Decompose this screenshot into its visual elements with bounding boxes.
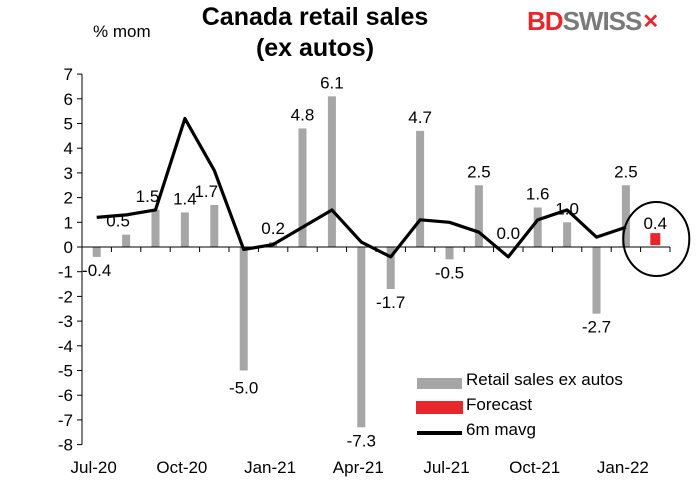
data-label: -1.7 [376,293,405,312]
y-tick-label: 4 [64,139,73,158]
y-tick-label: 0 [64,238,73,257]
x-axis: Jul-20 Oct-20 Jan-21 Apr-21 Jul-21 Oct-21 Jan-… [71,246,671,477]
data-label: -0.4 [82,261,111,280]
y-tick-label: -6 [58,386,73,405]
legend-label-mavg: 6m mavg [466,420,536,439]
data-label: 4.7 [408,108,432,127]
data-label: 0.5 [106,212,130,231]
bar-series [92,96,661,428]
chart-title-line-1: Canada retail sales [201,3,429,31]
data-label: 1.0 [555,199,579,218]
moving-average-line [96,116,627,259]
bar [592,247,601,314]
brand-logo: BDSWISS✕ [527,6,659,37]
bar [122,234,131,247]
legend-swatch-forecast [416,401,463,414]
data-label: 2.5 [467,162,491,181]
data-label: -5.0 [229,379,258,398]
y-tick-label: -2 [58,287,73,306]
data-label: 1.7 [194,182,218,201]
y-tick-label: -8 [58,436,73,455]
data-label: 0.4 [643,214,667,233]
y-tick-label: 7 [64,65,73,84]
legend-label-retail-sales: Retail sales ex autos [466,370,623,389]
forecast-circle [622,201,691,277]
y-tick-label: 2 [64,189,73,208]
bar [621,185,630,247]
legend-swatch-line [417,431,462,435]
brand-logo-bd: BD [527,6,564,36]
data-label: 0.2 [261,219,285,238]
y-tick-label: 3 [64,164,73,183]
data-label: 0.0 [496,224,520,243]
bar [474,185,483,247]
data-label: 4.8 [291,105,315,124]
forecast-annotation [622,201,691,277]
bar [92,247,101,257]
bar [445,247,454,260]
bar [239,247,248,371]
data-label: -0.5 [435,263,464,282]
bar [533,207,542,247]
bar [327,96,336,247]
y-tick-label: -1 [58,263,73,282]
y-tick-label: -7 [58,411,73,430]
bar [416,130,425,247]
legend-label-forecast: Forecast [466,395,533,414]
data-label: 1.5 [136,187,160,206]
data-labels: -0.4 0.5 1.5 1.41.7 -5.0 0.2 4.8 6.1 -7.3 -1.7 4.7… [82,73,667,450]
data-label: -2.7 [582,318,611,337]
data-label: 6.1 [320,73,344,92]
x-tick-label: Oct-20 [156,458,207,477]
data-label: 1.6 [526,184,550,203]
x-tick-label: Apr-21 [333,458,384,477]
bar [298,128,307,247]
chart-title: Canada retail sales (ex autos) [165,2,465,64]
x-tick-label: Jan-21 [244,458,296,477]
bar [563,222,572,247]
forecast-bar [650,233,661,246]
y-axis-ticks: -8 -7 -6 -5 -4 -3 -2 -1 0 1 2 3 4 5 6 7 [58,65,83,455]
y-tick-label: -3 [58,312,73,331]
x-tick-label: Jan-22 [597,458,649,477]
legend-swatch-bar [417,378,462,389]
data-label: 1.4 [173,189,197,208]
data-label: 2.5 [614,162,638,181]
chart-title-line-2: (ex autos) [255,34,375,62]
y-tick-label: -4 [58,337,73,356]
x-tick-label: Oct-21 [509,458,560,477]
bar [386,247,395,289]
brand-cross-icon: ✕ [642,11,659,33]
y-tick-label: 6 [64,90,73,109]
y-tick-label: 1 [64,213,73,232]
data-label: -7.3 [347,431,376,450]
y-tick-label: -5 [58,362,73,381]
bar [210,205,219,247]
bar [180,212,189,247]
mavg-line [96,116,627,259]
bar [151,209,160,247]
x-tick-label: Jul-21 [423,458,469,477]
unit-label: % mom [93,22,151,41]
brand-logo-swiss: SWISS [562,6,643,36]
bar [357,247,366,428]
y-tick-label: 5 [64,115,73,134]
x-tick-label: Jul-20 [71,458,117,477]
